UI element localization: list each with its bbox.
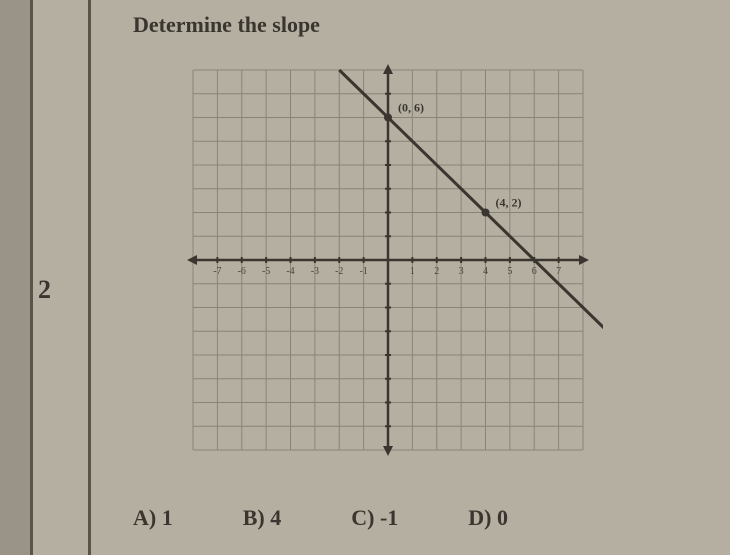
svg-text:4: 4 [483, 266, 488, 277]
answer-a[interactable]: A) 1 [133, 505, 173, 531]
svg-text:5: 5 [507, 266, 512, 277]
svg-text:3: 3 [459, 266, 464, 277]
margin-rule [88, 0, 91, 555]
svg-text:7: 7 [556, 266, 561, 277]
svg-text:-6: -6 [238, 266, 246, 277]
svg-text:1: 1 [410, 266, 415, 277]
answer-d[interactable]: D) 0 [468, 505, 508, 531]
svg-text:2: 2 [434, 266, 439, 277]
question-number: 2 [38, 275, 51, 305]
svg-text:-5: -5 [262, 266, 270, 277]
answer-c[interactable]: C) -1 [351, 505, 398, 531]
svg-text:-4: -4 [286, 266, 294, 277]
svg-text:-1: -1 [359, 266, 367, 277]
svg-text:-3: -3 [311, 266, 319, 277]
answer-b[interactable]: B) 4 [243, 505, 282, 531]
slope-chart: -7 -6 -5 -4 -3 -2 -1 1 2 3 4 5 6 7 (0, 6) (4, 2) [173, 50, 603, 470]
chart-svg: -7 -6 -5 -4 -3 -2 -1 1 2 3 4 5 6 7 (0, 6) (4, 2) [173, 50, 603, 470]
svg-text:(0, 6): (0, 6) [398, 101, 424, 115]
svg-text:-7: -7 [213, 266, 221, 277]
svg-text:-2: -2 [335, 266, 343, 277]
svg-text:(4, 2): (4, 2) [496, 196, 522, 210]
answer-choices: A) 1 B) 4 C) -1 D) 0 [133, 505, 508, 531]
question-title: Determine the slope [133, 12, 320, 38]
page-surface: 2 Determine the slope -7 -6 -5 -4 -3 -2 -1 1 2 3 4… [30, 0, 730, 555]
svg-text:6: 6 [532, 266, 537, 277]
